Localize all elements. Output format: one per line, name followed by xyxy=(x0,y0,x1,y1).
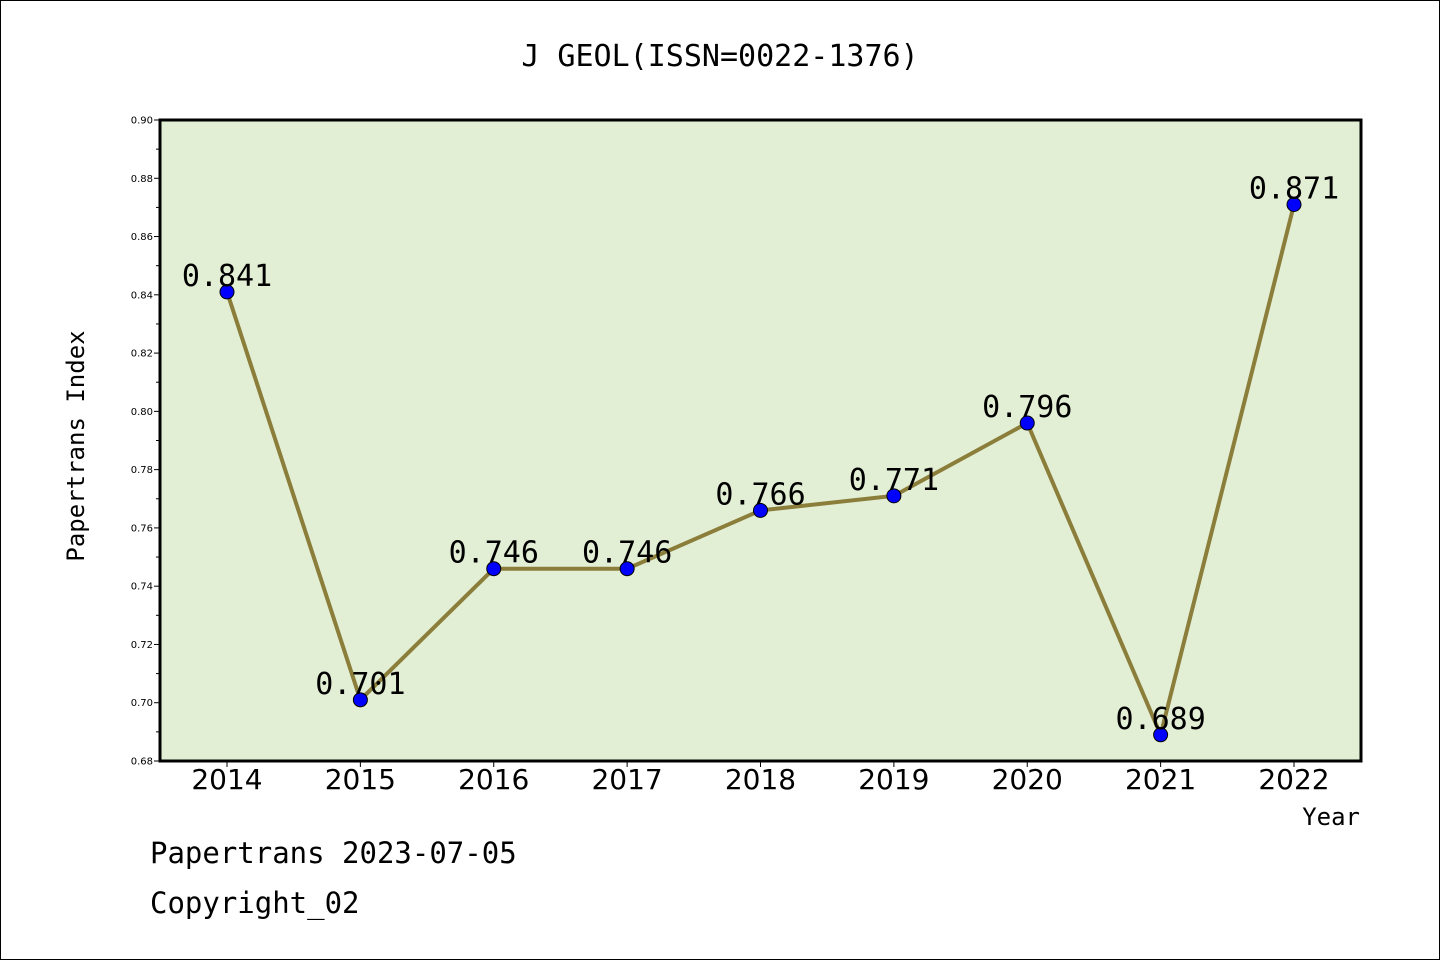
data-point xyxy=(352,692,368,708)
y-axis-label: Papertrans Index xyxy=(62,330,90,561)
y-tick-label: 0.88 xyxy=(131,174,153,185)
data-label: 0.689 xyxy=(1115,702,1205,737)
x-tick-label: 2016 xyxy=(458,763,529,796)
data-points xyxy=(219,196,1302,743)
data-label: 0.701 xyxy=(315,667,405,702)
x-tick-label: 2021 xyxy=(1125,763,1196,796)
y-tick-label: 0.82 xyxy=(131,349,153,360)
x-axis: 2014 2015 2016 2017 2018 2019 2020 2021 2022 xyxy=(191,761,1330,796)
data-labels: 0.841 0.701 0.746 0.746 0.766 0.771 0.796 0.689… xyxy=(182,171,1339,736)
y-tick-label: 0.68 xyxy=(131,757,153,768)
data-point xyxy=(886,488,902,504)
y-tick-label: 0.76 xyxy=(131,523,153,534)
x-axis-label: Year xyxy=(1302,803,1360,831)
y-tick-label: 0.72 xyxy=(131,640,153,651)
y-tick-label: 0.74 xyxy=(131,582,153,593)
data-label: 0.841 xyxy=(182,259,272,294)
footer-copyright: Copyright_02 xyxy=(150,886,360,920)
y-tick-label: 0.80 xyxy=(131,407,153,418)
x-tick-label: 2018 xyxy=(725,763,796,796)
data-point xyxy=(1153,727,1169,743)
data-point xyxy=(619,561,635,577)
data-point xyxy=(753,502,768,518)
x-tick-label: 2015 xyxy=(325,763,396,796)
data-point xyxy=(1286,196,1302,212)
data-label: 0.771 xyxy=(849,463,939,498)
data-label: 0.766 xyxy=(715,477,805,512)
x-tick-label: 2020 xyxy=(992,763,1063,796)
data-label: 0.746 xyxy=(449,536,539,571)
x-tick-label: 2017 xyxy=(591,763,662,796)
y-tick-label: 0.90 xyxy=(131,116,153,127)
y-tick-label: 0.84 xyxy=(131,290,153,301)
data-point xyxy=(1019,415,1035,431)
data-point xyxy=(219,284,235,300)
x-tick-label: 2019 xyxy=(858,763,929,796)
y-tick-label: 0.78 xyxy=(131,465,153,476)
data-point xyxy=(486,561,502,577)
footer-date: Papertrans 2023-07-05 xyxy=(150,836,517,870)
plot-area xyxy=(158,118,1363,763)
chart-title: J GEOL(ISSN=0022-1376) xyxy=(521,39,918,74)
y-axis: 0.68 0.70 0.72 0.74 0.76 0.78 0.80 0.82 0.84 0.86… xyxy=(131,116,160,768)
data-label: 0.796 xyxy=(982,390,1072,425)
data-label: 0.871 xyxy=(1249,171,1339,206)
y-tick-label: 0.70 xyxy=(131,698,153,709)
data-label: 0.746 xyxy=(582,536,672,571)
x-tick-label: 2014 xyxy=(191,763,262,796)
y-tick-label: 0.86 xyxy=(131,232,153,243)
x-tick-label: 2022 xyxy=(1258,763,1329,796)
